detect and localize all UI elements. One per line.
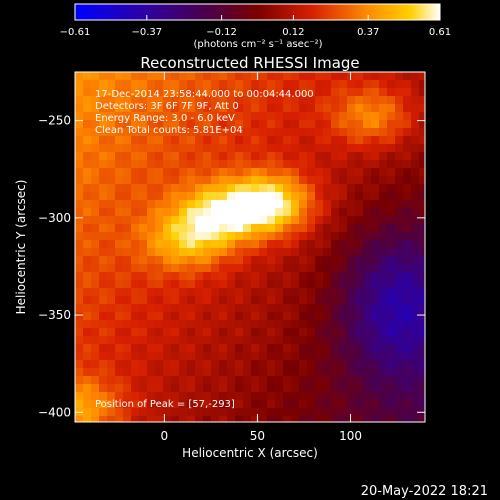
colorbar-tick-label: −0.12 bbox=[206, 27, 237, 38]
y-axis-label: Heliocentric Y (arcsec) bbox=[14, 180, 28, 315]
colorbar-tick-label: 0.12 bbox=[282, 27, 304, 38]
x-tick-label: 100 bbox=[339, 429, 362, 443]
colorbar-units: (photons cm⁻² s⁻¹ asec⁻²) bbox=[193, 39, 322, 50]
y-tick-label: −300 bbox=[38, 211, 71, 225]
y-tick-label: −350 bbox=[38, 308, 71, 322]
x-axis-label: Heliocentric X (arcsec) bbox=[182, 446, 318, 460]
peak-position-label: Position of Peak = [57,-293] bbox=[95, 399, 235, 410]
chart-title: Reconstructed RHESSI Image bbox=[140, 54, 359, 72]
annotation-energy: Energy Range: 3.0 - 6.0 keV bbox=[95, 113, 235, 124]
plot-frame bbox=[74, 71, 426, 423]
colorbar-tick-label: 0.37 bbox=[357, 27, 379, 38]
axis-ticks: 0 50 100 −250 −300 −350 −400 bbox=[38, 72, 425, 443]
annotation-detectors: Detectors: 3F 6F 7F 9F, Att 0 bbox=[95, 101, 239, 112]
colorbar bbox=[74, 3, 441, 21]
annotation-time: 17-Dec-2014 23:58:44.000 to 00:04:44.000 bbox=[95, 89, 314, 100]
colorbar-ticks: −0.61 −0.37 −0.12 0.12 0.37 0.61 bbox=[60, 15, 451, 38]
annotation-counts: Clean Total counts: 5.81E+04 bbox=[95, 125, 243, 136]
y-tick-label: −250 bbox=[38, 114, 71, 128]
footer-date: 20-May-2022 18:21 bbox=[361, 484, 488, 499]
y-tick-label: −400 bbox=[38, 405, 71, 419]
x-tick-label: 0 bbox=[161, 429, 169, 443]
colorbar-tick-label: −0.37 bbox=[131, 27, 162, 38]
colorbar-tick-label: −0.61 bbox=[60, 27, 91, 38]
heatmap-image bbox=[75, 72, 425, 422]
x-tick-label: 50 bbox=[250, 429, 265, 443]
annotation-block: 17-Dec-2014 23:58:44.000 to 00:04:44.000… bbox=[95, 89, 314, 136]
colorbar-tick-label: 0.61 bbox=[429, 27, 451, 38]
